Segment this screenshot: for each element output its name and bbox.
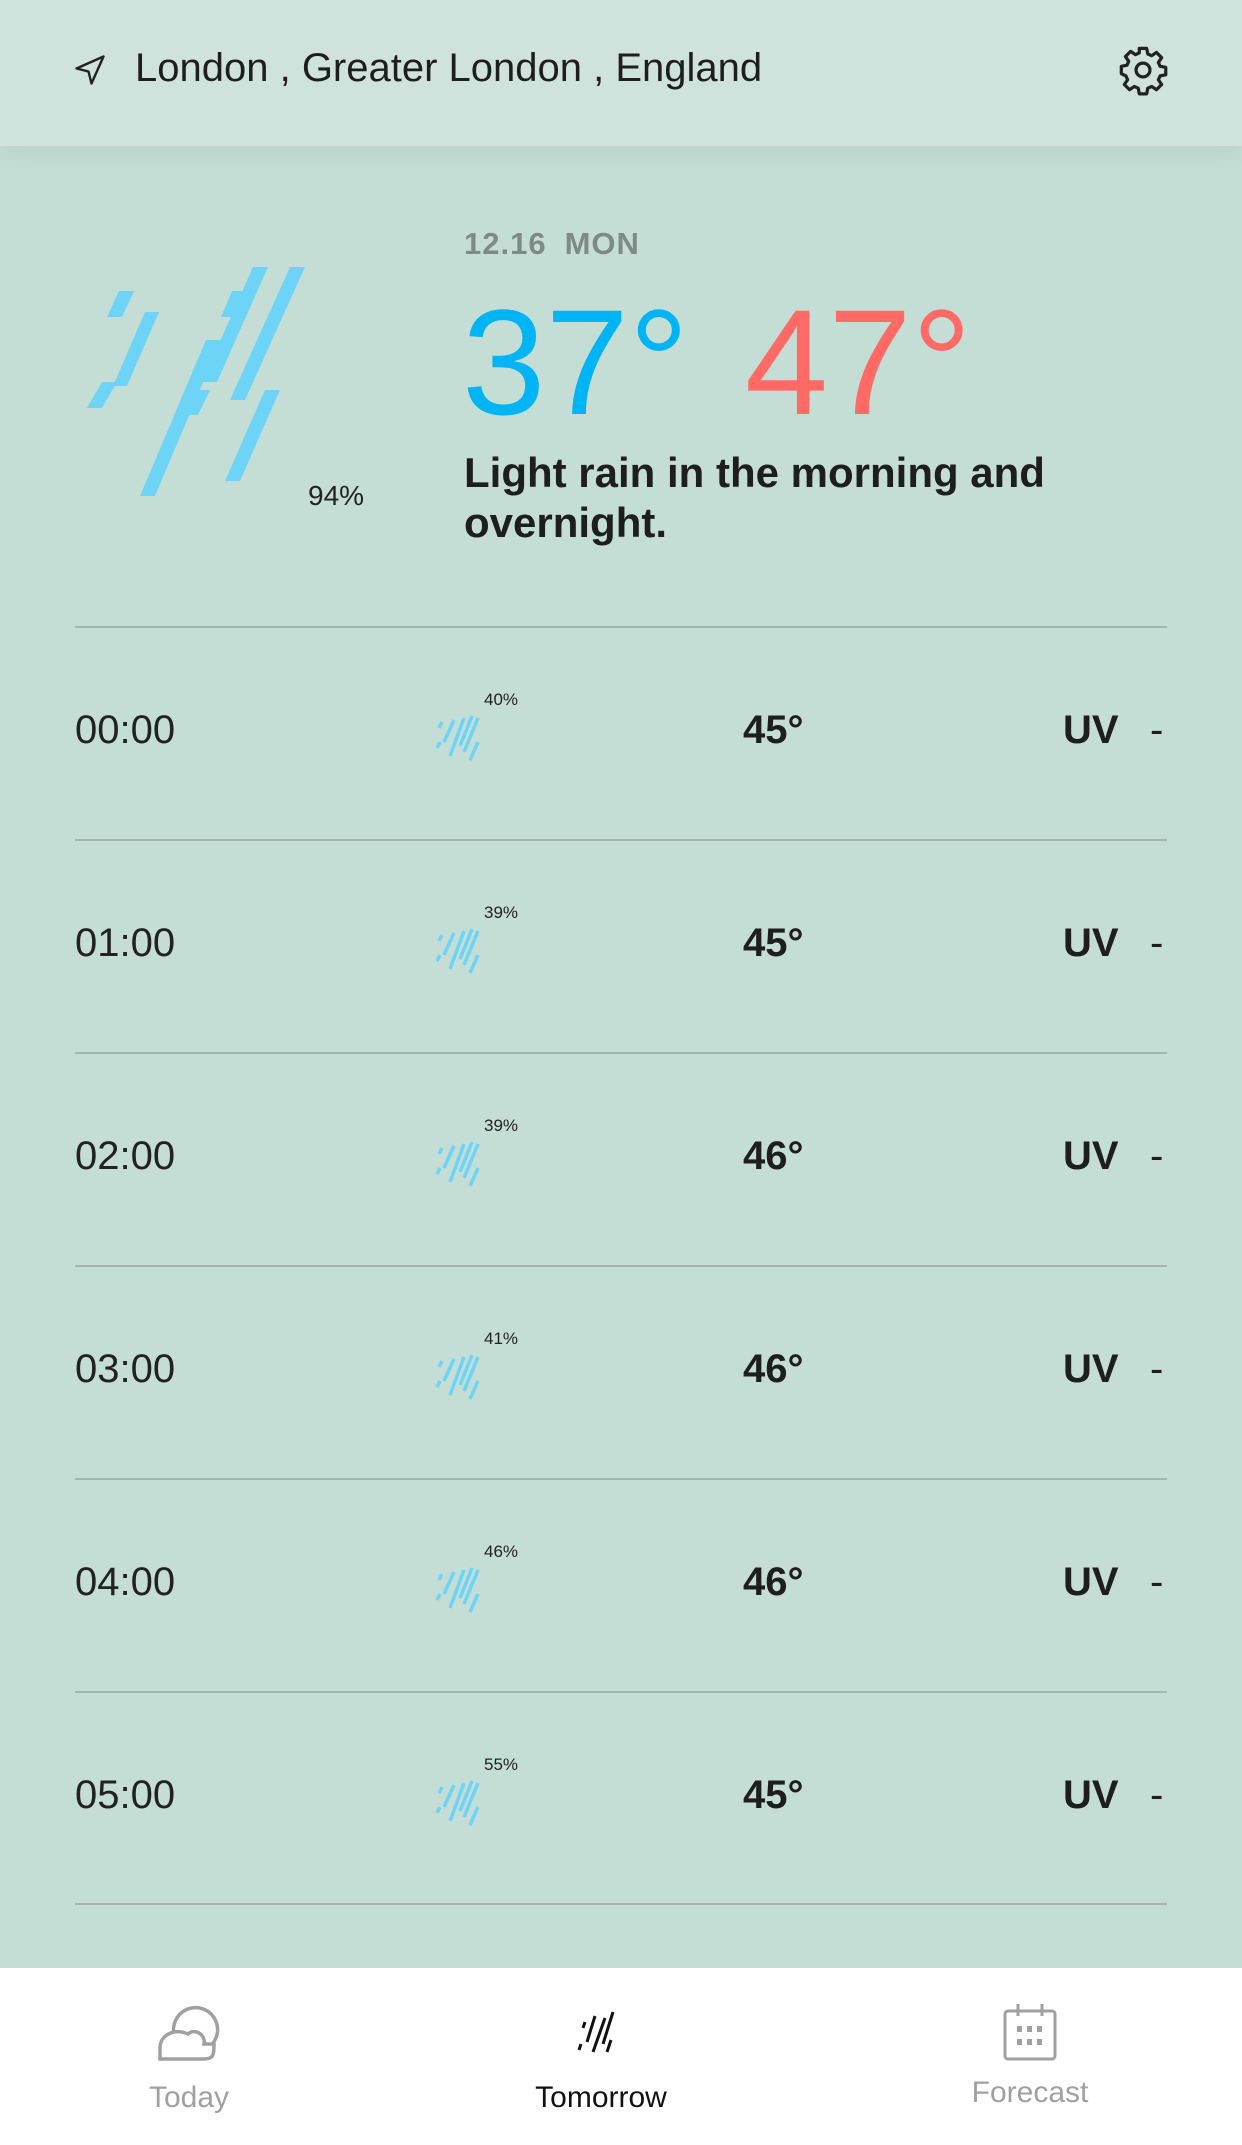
uv-label: UV [1063,1134,1119,1178]
rain-icon [435,715,480,761]
hourly-row: 05:00 55% 45° UV - [0,1691,1242,1904]
hour-time: 04:00 [75,1560,176,1604]
precip-chance: 94% [308,480,365,511]
divider [75,626,1167,628]
tab-label: Today [148,2081,230,2114]
rain-icon [435,1354,480,1400]
uv-label: UV [1063,708,1119,752]
hour-precip: 39% [484,903,519,922]
divider [75,1691,1167,1693]
divider [75,1052,1167,1054]
rain-icon [87,267,305,496]
partly-cloudy-icon [158,2005,220,2061]
tab-tomorrow[interactable]: Tomorrow [451,1968,751,2145]
gear-icon[interactable] [1117,44,1169,96]
hour-precip: 55% [484,1755,519,1774]
hour-time: 05:00 [75,1773,176,1817]
high-temp: 47° [744,278,972,446]
divider [75,1265,1167,1267]
hour-temp: 45° [743,1773,804,1817]
calendar-icon [1003,2004,1057,2061]
uv-value: - [1150,921,1164,965]
divider [75,839,1167,841]
tab-label: Tomorrow [535,2081,667,2114]
date: 12.16 [464,226,547,261]
divider [75,1478,1167,1480]
hour-time: 02:00 [75,1134,176,1178]
hourly-row: 04:00 46% 46° UV - [0,1478,1242,1691]
tab-today[interactable]: Today [39,1968,339,2145]
date-label: 12.16 MON [464,226,658,262]
rain-icon [435,928,480,974]
uv-value: - [1150,1347,1164,1391]
hour-time: 00:00 [75,708,176,752]
rain-icon [577,2011,615,2053]
hourly-row: 00:00 40% 45° UV - [0,626,1242,839]
rain-icon [435,1141,480,1187]
weather-description: Light rain in the morning and overnight. [464,449,1045,546]
hourly-row: 02:00 39% 46° UV - [0,1052,1242,1265]
uv-label: UV [1063,921,1119,965]
rain-icon [435,1780,480,1826]
hour-precip: 41% [484,1329,519,1348]
hour-temp: 46° [743,1347,804,1391]
uv-value: - [1150,1134,1164,1178]
tomorrow-view [0,146,1242,1968]
hour-precip: 39% [484,1116,519,1135]
uv-label: UV [1063,1560,1119,1604]
hourly-row: 01:00 39% 45° UV - [0,839,1242,1052]
divider [75,1903,1167,1905]
hourly-row: 03:00 41% 46° UV - [0,1265,1242,1478]
weekday: MON [564,226,640,261]
uv-value: - [1150,708,1164,752]
location-label[interactable]: London , Greater London , England [135,46,763,90]
tab-forecast[interactable]: Forecast [880,1968,1180,2145]
hour-precip: 46% [484,1542,519,1561]
uv-value: - [1150,1560,1164,1604]
hour-temp: 46° [743,1560,804,1604]
hour-precip: 40% [484,690,519,709]
tab-label: Forecast [971,2076,1089,2109]
navigation-arrow-icon[interactable] [72,52,108,88]
low-temp: 37° [462,278,689,446]
rain-icon [435,1567,480,1613]
hour-temp: 46° [743,1134,804,1178]
uv-value: - [1150,1773,1164,1817]
temperature-range: 37° 47° [462,282,972,442]
hour-temp: 45° [743,708,804,752]
tab-bar: Today Tomorrow Forecast [0,1968,1242,2145]
location-header: London , Greater London , England [0,0,1242,146]
uv-label: UV [1063,1347,1119,1391]
hour-time: 03:00 [75,1347,176,1391]
hour-time: 01:00 [75,921,176,965]
uv-label: UV [1063,1773,1119,1817]
hour-temp: 45° [743,921,804,965]
